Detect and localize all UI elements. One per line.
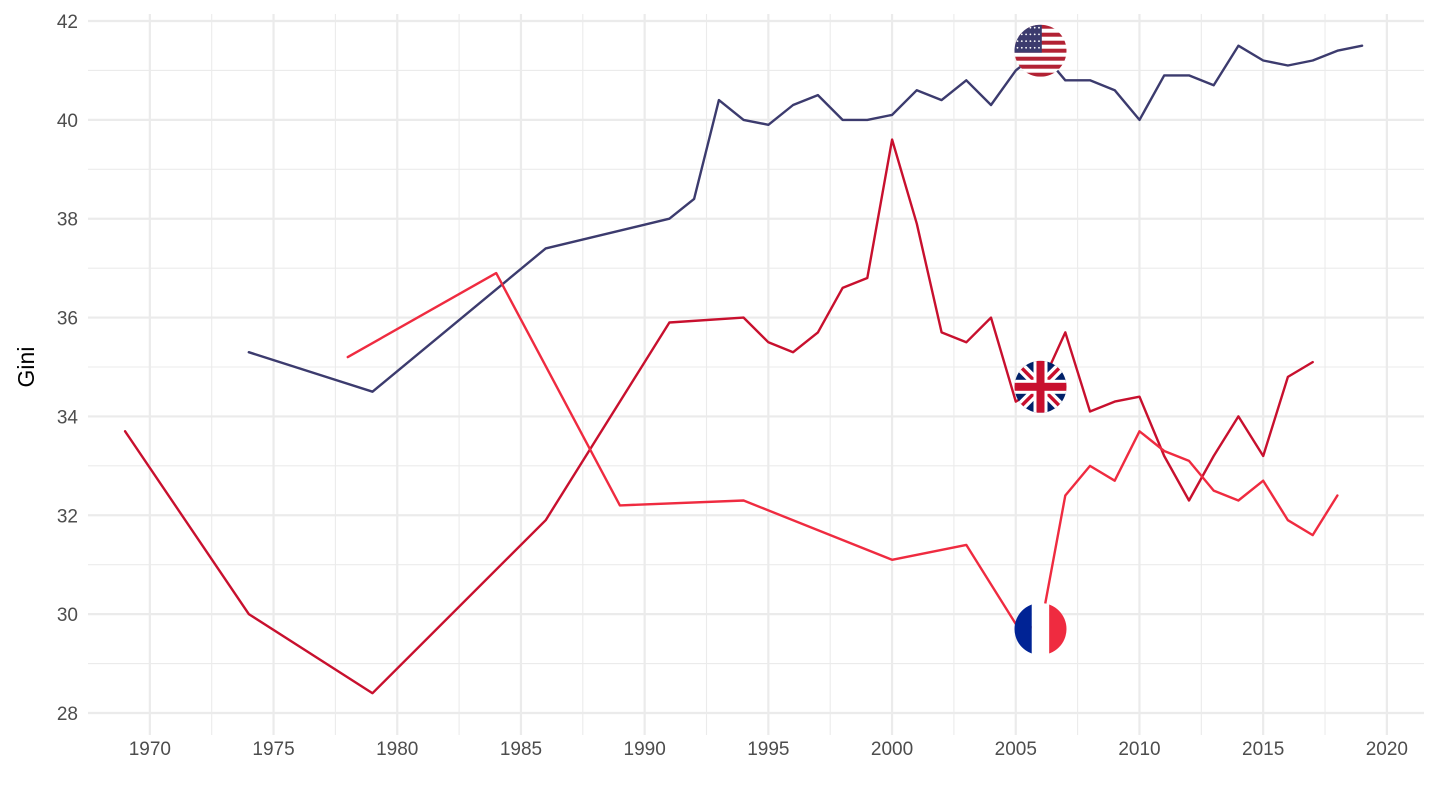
- y-axis-title: Gini: [13, 347, 39, 388]
- x-tick-label: 1990: [624, 739, 666, 760]
- major-gridlines: [88, 14, 1424, 735]
- y-tick-label: 36: [57, 309, 78, 330]
- y-tick-label: 42: [57, 12, 78, 33]
- y-tick-label: 32: [57, 506, 78, 527]
- us-flag-icon: [1014, 24, 1067, 77]
- x-tick-label: 2010: [1118, 739, 1160, 760]
- france-series-line: [346, 271, 1339, 631]
- usa-series-line: [247, 44, 1364, 393]
- uk-flag-icon: [1014, 360, 1067, 413]
- flag-markers: [1014, 24, 1067, 655]
- x-tick-label: 2000: [871, 739, 913, 760]
- y-tick-label: 34: [57, 407, 79, 428]
- x-tick-label: 1980: [376, 739, 418, 760]
- x-axis-tick-labels: 1970 1975 1980 1985 1990 1995 2000 2005 2010 2015…: [129, 739, 1408, 760]
- y-tick-label: 28: [57, 704, 78, 725]
- x-tick-label: 1985: [500, 739, 542, 760]
- minor-gridlines: [88, 14, 1424, 735]
- x-tick-label: 2020: [1366, 739, 1408, 760]
- y-tick-label: 38: [57, 210, 78, 231]
- x-tick-label: 1995: [747, 739, 789, 760]
- uk-series-line: [123, 138, 1314, 695]
- x-tick-label: 2005: [995, 739, 1037, 760]
- y-axis-tick-labels: 28 30 32 34 36 38 40 42: [57, 12, 79, 725]
- x-tick-label: 2015: [1242, 739, 1284, 760]
- x-tick-label: 1975: [252, 739, 294, 760]
- y-tick-label: 30: [57, 605, 78, 626]
- y-tick-label: 40: [57, 111, 78, 132]
- series-lines: [123, 44, 1364, 695]
- france-flag-icon: [1014, 603, 1067, 655]
- x-tick-label: 1970: [129, 739, 171, 760]
